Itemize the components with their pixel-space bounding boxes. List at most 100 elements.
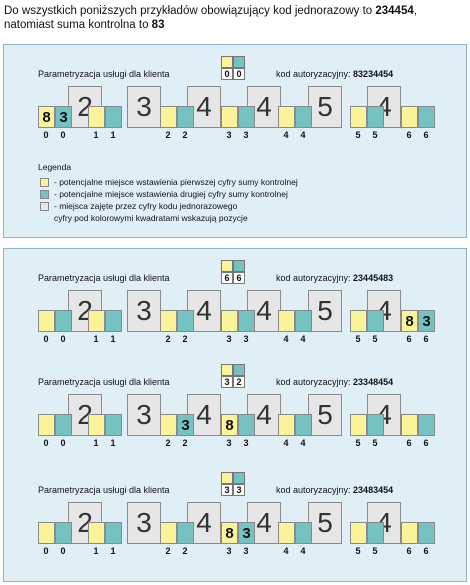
auth-prefix: kod autoryzacyjny: bbox=[276, 377, 354, 387]
indicator-teal bbox=[233, 472, 245, 484]
position-label: 0 bbox=[60, 130, 66, 140]
slot-teal-4 bbox=[295, 106, 312, 128]
position-label: 4 bbox=[300, 438, 306, 448]
slot-yellow-1 bbox=[88, 310, 105, 332]
slot-yellow-6 bbox=[401, 414, 418, 436]
intro-line2: natomiast suma kontrolna to bbox=[4, 19, 152, 31]
legend-teal-text: - potencjalne miejsce wstawienia drugiej… bbox=[54, 189, 288, 199]
position-label: 4 bbox=[283, 334, 289, 344]
position-label: 2 bbox=[182, 546, 188, 556]
position-label: 2 bbox=[182, 130, 188, 140]
slot-teal-2 bbox=[177, 310, 194, 332]
position-label: 2 bbox=[165, 546, 171, 556]
slot-teal-4 bbox=[295, 414, 312, 436]
code-digit-box: 3 bbox=[127, 86, 161, 128]
indicator-yellow bbox=[221, 260, 233, 272]
code-digit-box: 5 bbox=[308, 290, 342, 332]
position-label: 3 bbox=[226, 438, 232, 448]
slot-yellow-4 bbox=[278, 414, 295, 436]
param-label: Parametryzacja usługi dla klienta bbox=[38, 273, 170, 283]
position-label: 4 bbox=[283, 546, 289, 556]
legend-yellow-swatch bbox=[40, 178, 49, 187]
position-label: 0 bbox=[43, 438, 49, 448]
position-label: 6 bbox=[423, 438, 429, 448]
slot-yellow-6 bbox=[401, 522, 418, 544]
slot-teal-3 bbox=[238, 106, 255, 128]
slot-yellow-5 bbox=[350, 310, 367, 332]
slot-yellow-1 bbox=[88, 414, 105, 436]
intro-line1: Do wszystkich poniższych przykładów obow… bbox=[4, 5, 376, 17]
slot-teal-6 bbox=[418, 522, 435, 544]
indicator-teal bbox=[233, 56, 245, 68]
legend-title: Legenda bbox=[38, 162, 72, 172]
position-label: 4 bbox=[283, 130, 289, 140]
slot-yellow-5 bbox=[350, 522, 367, 544]
indicator-digit-1: 3 bbox=[221, 484, 233, 496]
slot-teal-4 bbox=[295, 522, 312, 544]
slot-teal-5 bbox=[367, 310, 384, 332]
slot-teal-2 bbox=[177, 106, 194, 128]
auth-prefix: kod autoryzacyjny: bbox=[276, 273, 354, 283]
intro-text: Do wszystkich poniższych przykładów obow… bbox=[4, 4, 464, 32]
indicator-teal bbox=[233, 260, 245, 272]
slot-teal-0: 3 bbox=[55, 106, 72, 128]
slot-yellow-0 bbox=[38, 310, 55, 332]
slot-teal-0 bbox=[55, 310, 72, 332]
position-label: 1 bbox=[93, 130, 99, 140]
position-label: 0 bbox=[60, 438, 66, 448]
slot-yellow-6: 8 bbox=[401, 310, 418, 332]
auth-code: kod autoryzacyjny: 83234454 bbox=[276, 69, 393, 79]
position-label: 2 bbox=[182, 438, 188, 448]
position-label: 0 bbox=[43, 130, 49, 140]
indicator-yellow bbox=[221, 472, 233, 484]
indicator-digit-2: 2 bbox=[233, 376, 245, 388]
slot-teal-6 bbox=[418, 106, 435, 128]
intro-line1-suffix: , bbox=[413, 5, 417, 17]
slot-yellow-2 bbox=[160, 106, 177, 128]
position-label: 1 bbox=[93, 438, 99, 448]
position-label: 5 bbox=[372, 130, 378, 140]
position-label: 6 bbox=[423, 334, 429, 344]
position-label: 4 bbox=[283, 438, 289, 448]
param-label: Parametryzacja usługi dla klienta bbox=[38, 377, 170, 387]
position-label: 6 bbox=[423, 546, 429, 556]
position-label: 1 bbox=[110, 438, 116, 448]
slot-teal-5 bbox=[367, 106, 384, 128]
slot-teal-2: 3 bbox=[177, 414, 194, 436]
position-label: 3 bbox=[243, 546, 249, 556]
slot-teal-3 bbox=[238, 310, 255, 332]
code-digit-box: 3 bbox=[127, 502, 161, 544]
slot-teal-6 bbox=[418, 414, 435, 436]
auth-code: kod autoryzacyjny: 23348454 bbox=[276, 377, 393, 387]
slot-teal-4 bbox=[295, 310, 312, 332]
position-label: 2 bbox=[165, 130, 171, 140]
slot-teal-2 bbox=[177, 522, 194, 544]
position-label: 3 bbox=[226, 546, 232, 556]
position-label: 2 bbox=[165, 334, 171, 344]
slot-teal-1 bbox=[105, 522, 122, 544]
position-label: 1 bbox=[110, 130, 116, 140]
indicator-digit-2: 6 bbox=[233, 272, 245, 284]
slot-yellow-3: 8 bbox=[221, 522, 238, 544]
slot-yellow-1 bbox=[88, 106, 105, 128]
slot-yellow-0 bbox=[38, 522, 55, 544]
indicator-digit-1: 6 bbox=[221, 272, 233, 284]
param-label: Parametryzacja usługi dla klienta bbox=[38, 69, 170, 79]
position-label: 6 bbox=[406, 334, 412, 344]
legend-yellow-text: - potencjalne miejsce wstawienia pierwsz… bbox=[54, 177, 298, 187]
slot-teal-5 bbox=[367, 414, 384, 436]
one-time-code: 234454 bbox=[375, 5, 414, 17]
position-label: 5 bbox=[355, 334, 361, 344]
position-label: 2 bbox=[182, 334, 188, 344]
legend-teal-swatch bbox=[40, 190, 49, 199]
auth-prefix: kod autoryzacyjny: bbox=[276, 69, 354, 79]
indicator-yellow bbox=[221, 364, 233, 376]
position-label: 1 bbox=[110, 546, 116, 556]
position-label: 6 bbox=[423, 130, 429, 140]
slot-yellow-3: 8 bbox=[221, 414, 238, 436]
position-label: 5 bbox=[372, 438, 378, 448]
auth-code-value: 23445483 bbox=[353, 273, 394, 283]
slot-yellow-2 bbox=[160, 522, 177, 544]
position-label: 1 bbox=[110, 334, 116, 344]
auth-code-value: 83234454 bbox=[353, 69, 394, 79]
